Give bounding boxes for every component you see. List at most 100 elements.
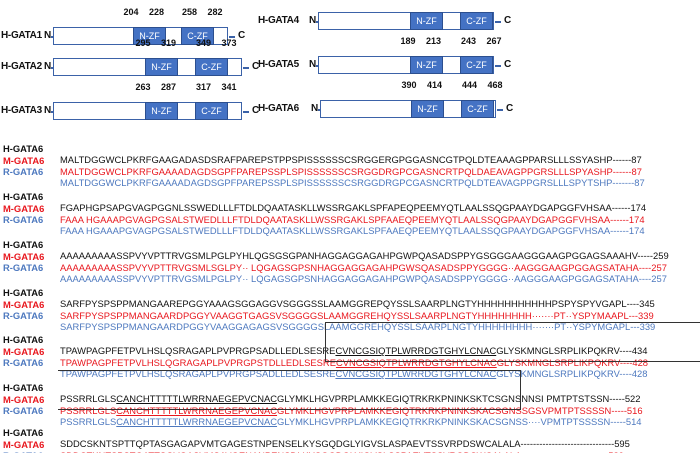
- sequence-segment: AAAAAAAAASSPVYVPTTRVGSMLSGLPY·· LQGAGSGP…: [60, 261, 667, 273]
- sequence-segment: GLYMKLHGVPRPLAMKKEGIQTRKRKPNINKSKACSGNSS…: [277, 416, 642, 427]
- sequence-segment: MALTDGGWCLPKRFGAAGADASDSRAFPAREPSTPPSPIS…: [60, 154, 642, 165]
- species-label: M-GATA6: [3, 202, 45, 214]
- n-terminus-line: [51, 36, 53, 38]
- zinc-finger-motif: CVNCGSIQTPLWRRDGTGHYLCNAC: [335, 368, 497, 379]
- sequence-segment: TPAWPAGPFETPVLHSLQSRAGAPLPVPRGPSADLLEDLS…: [60, 368, 336, 379]
- n-terminus-label: N: [44, 105, 52, 116]
- alignment-row: R-GATA6 AAAAAAAAASSPVYVPTTRVGSMLPGLPY·· …: [0, 251, 700, 284]
- position-label: 267: [486, 36, 502, 46]
- sequence-segment: SARFPYSPSPPMANGAAREPGGYAAAGSGGAGGVSGGGSS…: [60, 298, 655, 309]
- sequence: FAAA HGAAAPGVAGPGSALSTWEDLLLFTDLDQAATASK…: [60, 225, 645, 236]
- zinc-finger-box-part1: [325, 322, 700, 362]
- position-label: 444: [462, 80, 478, 90]
- alignment-row: R-GATA6 FAAA HGAAAPGVAGPGSALSTWEDLLLFTDL…: [0, 203, 700, 236]
- gata-label: H-GATA5: [258, 59, 299, 70]
- n-terminus-line: [316, 21, 318, 23]
- sequence-segment: FGAPHGPSAPGVAGPGGNLSSWEDLLLFTDLDQAATASKL…: [60, 202, 647, 213]
- alignment-row: H-GATA6 FGAPHGPSAPGVAGPGGNLSSWEDLLLFTDLD…: [0, 180, 700, 213]
- sequence: TPAWPAGPFETPVLHSLQSRAGAPLPVPRGPSADLLEDLS…: [60, 345, 648, 356]
- position-label: 217: [400, 0, 415, 2]
- alignment-row: R-GATA6 SARFPYSPSPPMANGAARDPGGYVAAGGAGAG…: [0, 299, 700, 332]
- sequence-segment: FAAA HGAAAPGVAGPGSALSTWEDLLLFTDLDQAATASK…: [60, 225, 645, 236]
- species-label: H-GATA6: [3, 382, 44, 393]
- alignment-row: H-GATA6 SDDCSKNTSPTTQPTASGAGAPVMTGAGESTN…: [0, 416, 700, 449]
- protein-bar: N-ZF C-ZF: [53, 102, 242, 120]
- n-terminus-label: N: [44, 30, 52, 41]
- sequence-segment: FAAA HGAAAPGVAGPGSALSTWEDLLLFTDLDQAATASK…: [60, 213, 645, 225]
- zinc-finger-motif: CANCHTTTTTLWRRNAEGEPVCNAC: [116, 393, 278, 404]
- sequence-segment: GLYSKMNGLSRPLIKPQKRV----428: [496, 356, 649, 368]
- species-label: M-GATA6: [3, 345, 45, 357]
- sequence-segment: AAAAAAAAASSPVYVPTTRVGSMLPGLPY·· LQGAGSGP…: [60, 273, 667, 284]
- position-label: 317: [196, 82, 212, 92]
- species-label: H-GATA6: [3, 427, 44, 438]
- species-label: M-GATA6: [3, 393, 45, 405]
- sequence: MALTDGGWCLPKRFGAAAADAGDSGPFPAREPSSPLSPIS…: [60, 177, 645, 188]
- sequence: MALTDGGWCLPKRFGAAAADAGDSGPFPAREPSSPLSPIS…: [60, 166, 642, 177]
- position-label: 243: [461, 36, 477, 46]
- sequence-segment: SARFPYSPSPPMANGAARDPGGYVAAGGTGAGSVSGGGGS…: [60, 309, 654, 321]
- zinc-finger-box-part2: [58, 370, 521, 410]
- species-label: M-GATA6: [3, 250, 45, 262]
- zinc-finger-motif: CVNCGSIQTPLWRRDGTGHYLCNAC: [335, 345, 497, 356]
- species-label: R-GATA6: [3, 310, 44, 321]
- n-terminus-line: [51, 111, 53, 113]
- species-label: R-GATA6: [3, 405, 44, 416]
- n-zf-domain: N-ZF: [411, 100, 444, 118]
- position-label: 241: [426, 0, 441, 2]
- sequence-segment: SARFPYSPSPPMANGAARDPGGYVAAGGAGAGSVSGGGGS…: [60, 321, 656, 332]
- c-zf-domain: C-ZF: [195, 58, 228, 76]
- c-terminus-label: C: [252, 61, 260, 72]
- c-terminus-label: C: [238, 30, 246, 41]
- species-label: H-GATA6: [3, 287, 44, 298]
- species-label: H-GATA6: [3, 191, 44, 202]
- c-terminus-line: [243, 67, 249, 69]
- position-label: 295: [135, 38, 151, 48]
- position-label: 263: [135, 82, 151, 92]
- position-label: 349: [196, 38, 212, 48]
- position-label: 287: [160, 82, 176, 92]
- c-terminus-label: C: [504, 15, 512, 26]
- sequence: AAAAAAAAASSPVYVPTTRVGSMLPGLPYHLQGSGSGPAN…: [60, 250, 669, 261]
- n-terminus-line: [316, 65, 318, 67]
- sequence: SDDCSKNTSPTTQPTASGAGAPVMTGAGESTNPENSELKY…: [60, 438, 630, 449]
- zinc-finger-motif: CANCHTTTTTLWRRNAEGEPVCNAC: [116, 416, 278, 427]
- zinc-finger-motif: CANCHTTTTTLWRRNAEGEPVCNAC: [116, 404, 278, 416]
- position-label: 390: [401, 80, 417, 90]
- sequence-segment: GLYSKMNGLSRPLIKPQKRV----428: [496, 368, 648, 379]
- alignment-row: M-GATA6 TPAWPAGPFETPVLHSLQGRAGAPLPVPRGPS…: [0, 335, 700, 368]
- alignment-row: R-GATA6 TPAWPAGPFETPVLHSLQSRAGAPLPVPRGPS…: [0, 346, 700, 379]
- protein-bar: N-ZF C-ZF: [318, 56, 494, 74]
- sequence: FGAPHGPSAPGVAGPGGNLSSWEDLLLFTDLDQAATASKL…: [60, 202, 646, 213]
- sequence-segment: SDDCTKNTSPSTQATTSGVGASVMSAVGENANPENSDLKY…: [60, 450, 624, 453]
- sequence: SARFPYSPSPPMANGAAREPGGYAAAGSGGAGGVSGGGSS…: [60, 298, 655, 309]
- n-terminus-label: N: [309, 59, 317, 70]
- species-label: M-GATA6: [3, 438, 45, 450]
- n-zf-domain: N-ZF: [145, 102, 178, 120]
- c-terminus-line: [495, 21, 501, 23]
- species-label: H-GATA6: [3, 239, 44, 250]
- gata-label: H-GATA4: [258, 15, 299, 26]
- species-label: R-GATA6: [3, 450, 43, 453]
- n-zf-domain: N-ZF: [145, 58, 178, 76]
- species-label: R-GATA6: [3, 262, 44, 273]
- protein-bar: N-ZF C-ZF: [53, 58, 242, 76]
- sequence: MALTDGGWCLPKRFGAAGADASDSRAFPAREPSTPPSPIS…: [60, 154, 642, 165]
- position-label: 468: [487, 80, 503, 90]
- alignment-row: R-GATA6 PSSRRLGLSCANCHTTTTTLWRRNAEGEPVCN…: [0, 394, 700, 427]
- sequence-segment: GLYSKMNGLSRPLIKPQKRV----434: [496, 345, 648, 356]
- c-terminus-label: C: [252, 105, 260, 116]
- sequence-segment: GLYMKLHGVPRPLAMKKEGIQTRKRKPNINKSKACSGNSS…: [277, 404, 643, 416]
- position-label: 341: [221, 82, 237, 92]
- sequence: SARFPYSPSPPMANGAARDPGGYVAAGGAGAGSVSGGGGS…: [60, 321, 655, 332]
- position-label: 282: [207, 7, 223, 17]
- alignment-row: M-GATA6 SDDCTKNTSPSTQATTSGVGASVMSAVGENAN…: [0, 428, 700, 453]
- position-label: 319: [160, 38, 176, 48]
- gata-label: H-GATA1: [1, 30, 42, 41]
- sequence-segment: SDDCSKNTSPTTQPTASGAGAPVMTGAGESTNPENSELKY…: [60, 438, 630, 449]
- c-terminus-label: C: [504, 59, 512, 70]
- sequence-segment: MALTDGGWCLPKRFGAAAADAGDSGPFPAREPSSPLSPIS…: [60, 177, 645, 188]
- alignment-row: M-GATA6 FAAA HGAAAPGVAGPGSALSTWEDLLLFTDL…: [0, 192, 700, 225]
- sequence: SDDCTKNTSPSTQATTSGVGASVMSAVGENANPENSDLKY…: [60, 450, 624, 453]
